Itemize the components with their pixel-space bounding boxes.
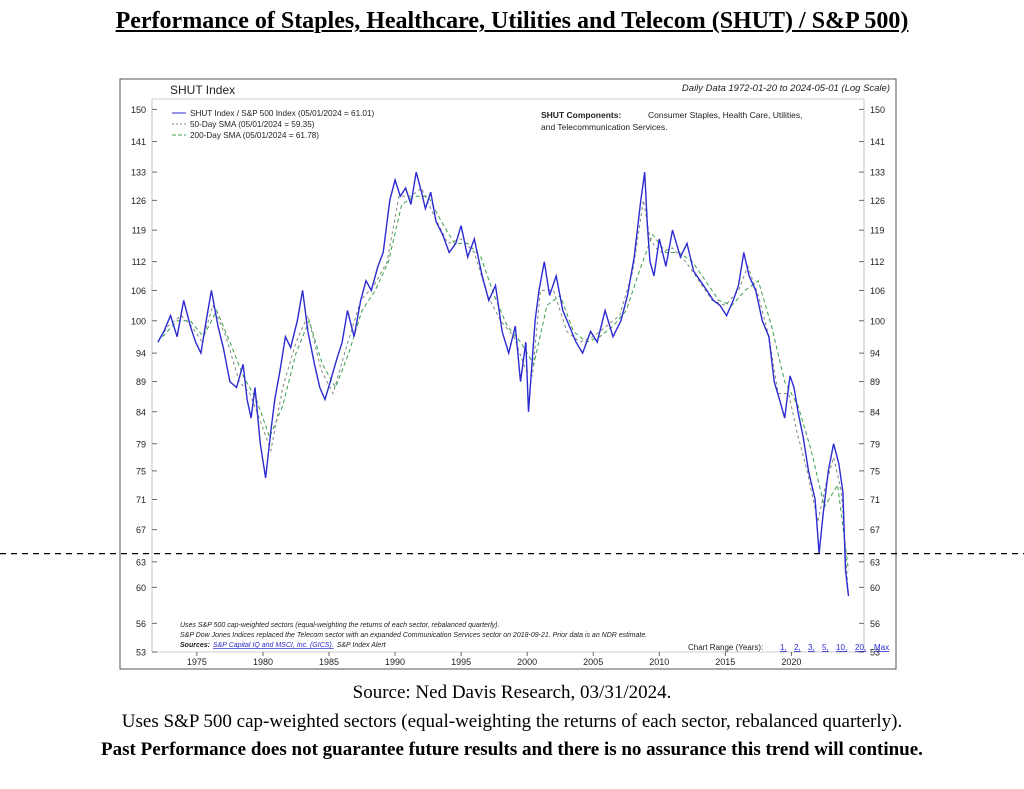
y-tick-label-left: 56 bbox=[136, 619, 146, 629]
y-tick-label-right: 63 bbox=[870, 557, 880, 567]
chart-range-options: 1, 2, 3, 5, 10, 20, Max bbox=[780, 643, 889, 652]
chart-figure: SHUT Index Daily Data 1972-01-20 to 2024… bbox=[0, 78, 1024, 670]
y-tick-label-right: 71 bbox=[870, 495, 880, 505]
y-tick-label-right: 106 bbox=[870, 286, 885, 296]
method-caption: Uses S&P 500 cap-weighted sectors (equal… bbox=[121, 711, 903, 732]
chart-range-option[interactable]: 10, bbox=[836, 643, 847, 652]
y-tick-label-right: 100 bbox=[870, 316, 885, 326]
chart-range-option[interactable]: 1, bbox=[780, 643, 787, 652]
components-label: SHUT Components: bbox=[541, 110, 621, 120]
x-tick-label: 2015 bbox=[715, 657, 735, 667]
y-tick-label-right: 150 bbox=[870, 105, 885, 115]
y-tick-label-right: 141 bbox=[870, 137, 885, 147]
y-tick-label-right: 79 bbox=[870, 439, 880, 449]
y-tick-label-left: 71 bbox=[136, 495, 146, 505]
y-tick-label-right: 89 bbox=[870, 377, 880, 387]
x-tick-label: 2020 bbox=[781, 657, 801, 667]
y-tick-label-left: 126 bbox=[131, 196, 146, 206]
y-tick-label-left: 150 bbox=[131, 105, 146, 115]
chart-frame bbox=[119, 78, 897, 670]
x-tick-label: 2005 bbox=[583, 657, 603, 667]
y-tick-label-right: 67 bbox=[870, 525, 880, 535]
x-tick-label: 1980 bbox=[253, 657, 273, 667]
chart-range-option[interactable]: Max bbox=[874, 643, 889, 652]
sources-link[interactable]: S&P Capital IQ and MSCI, Inc. (GICS). bbox=[213, 642, 334, 649]
y-tick-label-left: 112 bbox=[132, 257, 146, 267]
y-tick-label-left: 84 bbox=[136, 407, 146, 417]
components-text-line-2: and Telecommunication Services. bbox=[541, 122, 667, 132]
y-tick-label-left: 67 bbox=[136, 525, 146, 535]
chart-subtitle: Daily Data 1972-01-20 to 2024-05-01 (Log… bbox=[682, 83, 890, 94]
sources-label: Sources: bbox=[180, 642, 210, 649]
sources-tail: S&P Index Alert bbox=[337, 642, 387, 649]
y-tick-label-right: 75 bbox=[870, 466, 880, 476]
disclaimer-caption: Past Performance does not guarantee futu… bbox=[101, 739, 923, 760]
x-tick-label: 2010 bbox=[649, 657, 669, 667]
y-tick-label-right: 126 bbox=[870, 196, 885, 206]
legend-item-main: SHUT Index / S&P 500 Index (05/01/2024 =… bbox=[190, 109, 375, 118]
y-tick-label-left: 100 bbox=[131, 316, 146, 326]
y-tick-label-right: 84 bbox=[870, 407, 880, 417]
chart-range-option[interactable]: 20, bbox=[855, 643, 866, 652]
chart-title: SHUT Index bbox=[170, 83, 235, 97]
y-tick-label-right: 94 bbox=[870, 349, 880, 359]
y-tick-label-left: 60 bbox=[136, 583, 146, 593]
chart-range-option[interactable]: 3, bbox=[808, 643, 815, 652]
y-tick-label-left: 79 bbox=[136, 439, 146, 449]
chart-note-1: Uses S&P 500 cap-weighted sectors (equal… bbox=[180, 622, 500, 629]
y-tick-label-right: 133 bbox=[870, 168, 885, 178]
source-caption: Source: Ned Davis Research, 03/31/2024. bbox=[352, 682, 672, 703]
series-50-day-sma-line bbox=[157, 187, 849, 597]
chart-note-2: S&P Dow Jones Indices replaced the Telec… bbox=[180, 632, 647, 639]
y-tick-label-right: 53 bbox=[870, 648, 880, 658]
components-text-line-1: Consumer Staples, Health Care, Utilities… bbox=[648, 110, 802, 120]
y-tick-label-left: 89 bbox=[136, 377, 146, 387]
y-tick-label-left: 63 bbox=[136, 557, 146, 567]
x-tick-label: 2000 bbox=[517, 657, 537, 667]
legend: SHUT Index / S&P 500 Index (05/01/2024 =… bbox=[172, 109, 375, 140]
x-tick-label: 1975 bbox=[187, 657, 207, 667]
chart-sources: Sources: S&P Capital IQ and MSCI, Inc. (G… bbox=[180, 642, 387, 649]
y-tick-label-left: 141 bbox=[131, 137, 146, 147]
series-200-day-sma-line bbox=[162, 195, 849, 571]
x-tick-label: 1995 bbox=[451, 657, 471, 667]
y-tick-label-right: 119 bbox=[870, 226, 884, 236]
page-title: Performance of Staples, Healthcare, Util… bbox=[115, 8, 909, 34]
y-tick-label-left: 75 bbox=[136, 466, 146, 476]
y-tick-label-left: 53 bbox=[136, 648, 146, 658]
legend-item-sma200: 200-Day SMA (05/01/2024 = 61.78) bbox=[190, 131, 319, 140]
y-tick-label-right: 56 bbox=[870, 619, 880, 629]
x-tick-label: 1990 bbox=[385, 657, 405, 667]
y-tick-label-left: 133 bbox=[131, 168, 146, 178]
y-tick-label-left: 94 bbox=[136, 349, 146, 359]
y-tick-label-right: 112 bbox=[870, 257, 884, 267]
y-tick-label-right: 60 bbox=[870, 583, 880, 593]
chart-range-option[interactable]: 5, bbox=[822, 643, 829, 652]
chart-range-label: Chart Range (Years): bbox=[688, 643, 763, 652]
series-shut-index-line bbox=[157, 171, 850, 597]
chart-range-option[interactable]: 2, bbox=[794, 643, 801, 652]
legend-item-sma50: 50-Day SMA (05/01/2024 = 59.35) bbox=[190, 120, 315, 129]
y-tick-label-left: 106 bbox=[131, 286, 146, 296]
x-tick-label: 1985 bbox=[319, 657, 339, 667]
y-tick-label-left: 119 bbox=[132, 226, 146, 236]
